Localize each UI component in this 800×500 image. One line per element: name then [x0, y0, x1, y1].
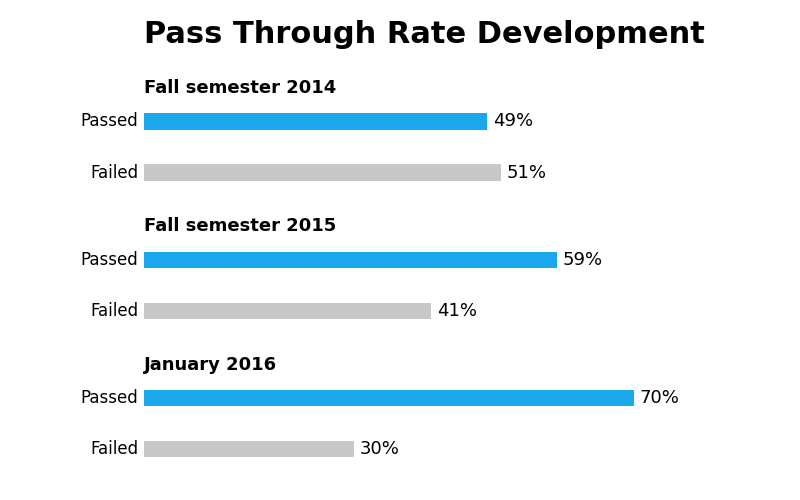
Bar: [144, 252, 557, 268]
Text: 49%: 49%: [493, 112, 533, 130]
Bar: [144, 114, 487, 130]
Bar: [144, 441, 354, 458]
Title: Pass Through Rate Development: Pass Through Rate Development: [143, 20, 705, 50]
Text: Failed: Failed: [90, 302, 138, 320]
Text: 70%: 70%: [639, 389, 679, 407]
Text: Passed: Passed: [81, 389, 138, 407]
Text: Failed: Failed: [90, 440, 138, 458]
Text: 41%: 41%: [437, 302, 477, 320]
Text: 59%: 59%: [562, 250, 602, 268]
Text: January 2016: January 2016: [144, 356, 277, 374]
Text: Fall semester 2015: Fall semester 2015: [144, 218, 336, 236]
Text: 30%: 30%: [359, 440, 399, 458]
Text: Fall semester 2014: Fall semester 2014: [144, 79, 336, 97]
Text: 51%: 51%: [506, 164, 546, 182]
Bar: [144, 390, 634, 406]
Bar: [144, 302, 431, 319]
Text: Passed: Passed: [81, 250, 138, 268]
Text: Passed: Passed: [81, 112, 138, 130]
Text: Failed: Failed: [90, 164, 138, 182]
Bar: [144, 164, 501, 181]
